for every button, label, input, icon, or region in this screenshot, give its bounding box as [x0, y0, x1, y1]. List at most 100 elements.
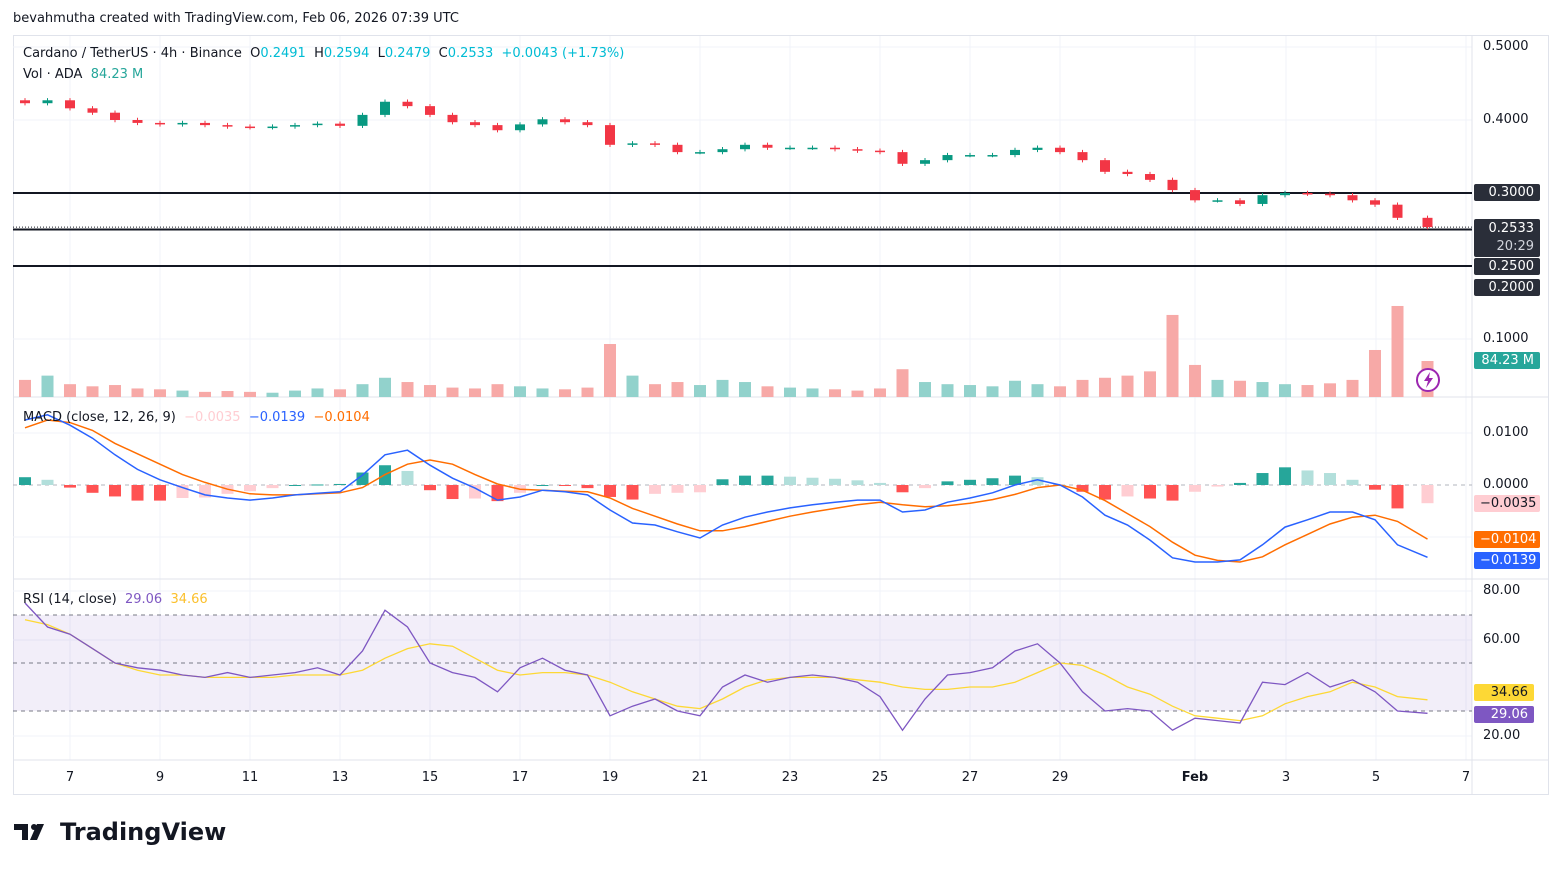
volume-bar	[131, 388, 144, 397]
time-tick: 23	[781, 770, 799, 785]
volume-bar	[1211, 379, 1224, 397]
volume-bar	[244, 391, 256, 397]
macd-histogram-bar	[469, 485, 481, 499]
volume-bar	[109, 385, 121, 397]
volume-bar	[1256, 382, 1269, 397]
volume-bar	[784, 387, 796, 397]
candle-body	[627, 143, 638, 145]
candle-body	[785, 147, 795, 150]
time-tick: 5	[1371, 770, 1381, 785]
macd-histogram-bar	[536, 485, 549, 486]
volume-bar	[896, 369, 909, 397]
volume-bar	[919, 382, 931, 397]
rsi-tick: 80.00	[1483, 583, 1521, 598]
candle-body	[762, 144, 773, 148]
macd-tick: 0.0100	[1483, 425, 1529, 440]
macd-tag: −0.0139	[1474, 552, 1540, 569]
close-value: 0.2533	[447, 46, 494, 61]
macd-histogram-bar	[986, 478, 999, 485]
volume-bar	[671, 382, 684, 397]
candle-body	[1100, 160, 1110, 172]
volume-bar	[424, 385, 436, 397]
macd-histogram-bar	[1234, 482, 1246, 485]
macd-signal-line	[24, 419, 1428, 563]
last-price-tag: 0.2533 20:29	[1474, 219, 1540, 257]
macd-signal-tag: −0.0104	[1474, 531, 1540, 548]
macd-histogram-bar	[1369, 485, 1381, 490]
line-tag-0.20: 0.2000	[1474, 279, 1540, 296]
volume-bar	[1031, 384, 1044, 397]
volume-bar	[221, 391, 234, 397]
macd-histogram-bar	[1324, 473, 1336, 485]
bar-countdown: 20:29	[1496, 239, 1534, 254]
time-tick: 29	[1051, 770, 1069, 785]
candle-body	[650, 143, 660, 145]
time-tick: 21	[691, 770, 709, 785]
candle-body	[717, 149, 728, 153]
symbol-title[interactable]: Cardano / TetherUS · 4h · Binance	[23, 46, 242, 61]
candle-body	[605, 125, 615, 145]
volume-bar	[694, 385, 706, 397]
volume-bar	[1391, 305, 1404, 397]
volume-bar	[469, 388, 481, 397]
rsi-title[interactable]: RSI (14, close)	[23, 592, 117, 607]
candle-body	[267, 126, 278, 129]
candle-body	[830, 147, 840, 150]
volume-bar	[874, 388, 886, 397]
symbol-legend: Cardano / TetherUS · 4h · Binance O0.249…	[23, 46, 624, 61]
candle-body	[110, 112, 120, 120]
candle-body	[560, 119, 570, 123]
horizontal-lines	[13, 192, 1472, 267]
macd-histogram-bar	[919, 485, 931, 489]
line-tag-0.25: 0.2500	[1474, 258, 1540, 275]
volume-bar	[1076, 379, 1089, 397]
macd-histogram-bar	[784, 476, 796, 485]
volume-bar	[1121, 375, 1134, 397]
volume-bar	[739, 382, 751, 397]
candle-body	[852, 149, 863, 151]
candle-body	[87, 108, 98, 113]
macd-histogram-bar	[1121, 485, 1134, 497]
last-price: 0.2533	[1488, 221, 1535, 236]
macd-histogram-bar	[806, 477, 819, 485]
time-tick: 11	[241, 770, 259, 785]
macd-histogram-bar	[559, 485, 571, 486]
rsi-legend: RSI (14, close) 29.06 34.66	[23, 592, 208, 607]
macd-histogram-bar	[851, 480, 864, 485]
macd-histogram-bar	[761, 475, 774, 485]
macd-line	[24, 414, 1428, 563]
volume-bar	[379, 377, 391, 397]
candle-body	[20, 100, 30, 104]
macd-title[interactable]: MACD (close, 12, 26, 9)	[23, 410, 176, 425]
macd-histogram-bar	[109, 485, 121, 497]
candle-body	[312, 123, 323, 126]
candle-body	[807, 147, 818, 150]
time-tick: 13	[331, 770, 349, 785]
macd-legend: MACD (close, 12, 26, 9) −0.0035 −0.0139 …	[23, 410, 370, 425]
macd-value: −0.0139	[248, 410, 306, 425]
volume-bar	[716, 379, 729, 397]
macd-histogram-bar	[244, 485, 256, 492]
price-tick: 0.1000	[1483, 331, 1529, 346]
candle-body	[65, 100, 75, 109]
candle-body	[1392, 204, 1403, 218]
macd-histogram-bar	[64, 485, 76, 488]
tradingview-logo[interactable]: TradingView	[14, 818, 226, 846]
time-tick: Feb	[1181, 770, 1209, 785]
candle-body	[1212, 200, 1223, 202]
time-tick: 7	[65, 770, 75, 785]
macd-histogram-bar	[1144, 485, 1156, 499]
candle-body	[1032, 147, 1043, 150]
macd-histogram-bar	[739, 475, 751, 485]
chart-frame[interactable]	[13, 35, 1549, 795]
volume-bar	[941, 384, 954, 397]
volume-bar	[581, 387, 594, 397]
high-value: 0.2594	[323, 46, 370, 61]
volume-label[interactable]: Vol · ADA	[23, 67, 83, 82]
lightning-alert-icon[interactable]	[1416, 368, 1440, 392]
volume-bar	[604, 344, 616, 397]
macd-histogram-bar	[1211, 485, 1224, 487]
line-tag-0.30: 0.3000	[1474, 184, 1540, 201]
candle-body	[965, 155, 975, 157]
